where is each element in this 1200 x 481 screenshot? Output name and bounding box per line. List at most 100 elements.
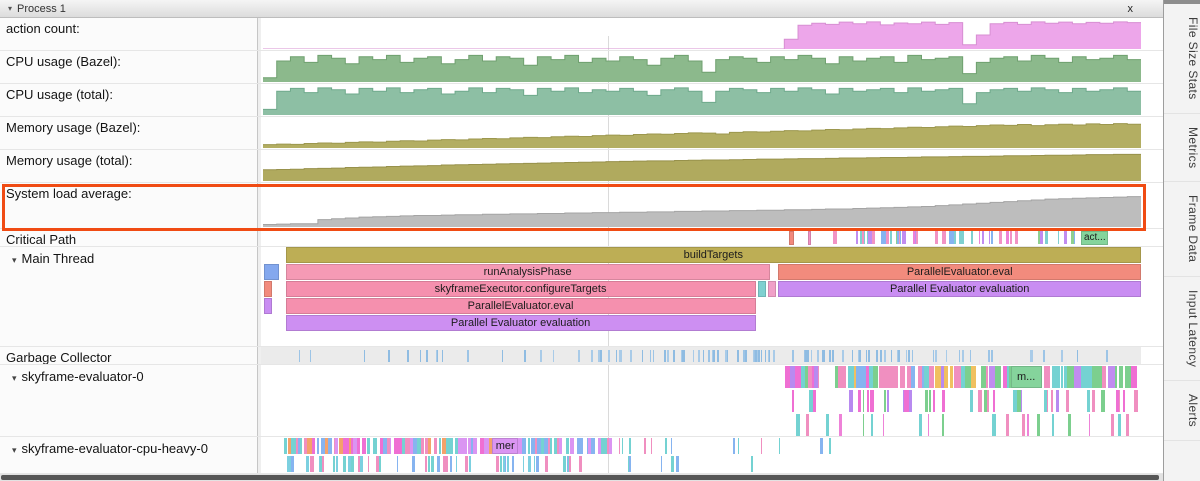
- slice[interactable]: [789, 231, 794, 245]
- trace-tick[interactable]: [607, 438, 610, 454]
- trace-tick[interactable]: [970, 231, 974, 244]
- trace-tick[interactable]: [971, 366, 976, 388]
- slice-parallel-evaluator-evaluation[interactable]: Parallel Evaluator evaluation: [778, 281, 1141, 297]
- trace-tick[interactable]: [342, 438, 345, 454]
- trace-tick[interactable]: [873, 366, 878, 388]
- counter-chart-cpu-bazel[interactable]: [263, 54, 1141, 82]
- trace-tick[interactable]: [563, 456, 567, 472]
- trace-tick[interactable]: [439, 438, 442, 454]
- trace-tick[interactable]: [419, 350, 422, 362]
- trace-tick[interactable]: [1061, 366, 1064, 388]
- trace-tick[interactable]: [293, 438, 296, 454]
- trace-tick[interactable]: [813, 390, 816, 412]
- trace-tick[interactable]: [1046, 390, 1049, 412]
- trace-tick[interactable]: [861, 231, 865, 244]
- trace-tick[interactable]: [726, 350, 729, 362]
- trace-tick[interactable]: [420, 438, 424, 454]
- trace-tick[interactable]: [883, 350, 886, 362]
- trace-tick[interactable]: [853, 366, 856, 388]
- trace-tick[interactable]: [1066, 390, 1070, 412]
- trace-tick[interactable]: [590, 350, 592, 362]
- trace-tick[interactable]: [402, 438, 406, 454]
- trace-tick[interactable]: [1106, 350, 1108, 362]
- trace-tick[interactable]: [895, 231, 898, 244]
- horizontal-scrollbar-thumb[interactable]: [1, 475, 1159, 480]
- trace-tick[interactable]: [917, 366, 922, 388]
- trace-tick[interactable]: [953, 366, 962, 388]
- trace-tick[interactable]: [907, 390, 912, 412]
- evaluator-cpu-heavy-lane-0[interactable]: mer: [261, 437, 1141, 455]
- trace-tick[interactable]: [891, 366, 899, 388]
- trace-tick[interactable]: [932, 390, 936, 412]
- trace-tick[interactable]: [1074, 366, 1081, 388]
- trace-tick[interactable]: [933, 350, 935, 362]
- trace-tick[interactable]: [806, 350, 809, 362]
- tab-file-size-stats[interactable]: File Size Stats: [1164, 4, 1200, 114]
- trace-tick[interactable]: [940, 366, 944, 388]
- trace-tick[interactable]: [829, 350, 831, 362]
- trace-tick[interactable]: [506, 456, 509, 472]
- trace-tick[interactable]: [915, 231, 919, 244]
- trace-tick[interactable]: [833, 231, 837, 244]
- trace-tick[interactable]: [1110, 366, 1115, 388]
- trace-tick[interactable]: [1042, 350, 1045, 362]
- trace-tick[interactable]: [534, 438, 537, 454]
- trace-tick[interactable]: [988, 350, 991, 362]
- trace-tick[interactable]: [792, 350, 794, 362]
- trace-tick[interactable]: [409, 438, 413, 454]
- trace-tick[interactable]: [298, 438, 301, 454]
- trace-tick[interactable]: [962, 350, 964, 362]
- evaluator-0-lane-0[interactable]: m...: [261, 365, 1141, 389]
- trace-tick[interactable]: [778, 438, 781, 454]
- trace-tick[interactable]: [733, 438, 736, 454]
- trace-tick[interactable]: [692, 350, 695, 362]
- trace-tick[interactable]: [952, 231, 957, 244]
- trace-tick[interactable]: [987, 390, 990, 412]
- trace-tick[interactable]: [1051, 390, 1053, 412]
- trace-tick[interactable]: [1071, 231, 1074, 244]
- trace-tick[interactable]: [325, 438, 328, 454]
- trace-tick[interactable]: [1117, 390, 1121, 412]
- trace-tick[interactable]: [537, 438, 541, 454]
- trace-tick[interactable]: [676, 456, 679, 472]
- trace-tick[interactable]: [660, 456, 663, 472]
- trace-tick[interactable]: [1039, 231, 1044, 244]
- trace-tick[interactable]: [437, 456, 441, 472]
- trace-tick[interactable]: [436, 350, 438, 362]
- trace-tick[interactable]: [598, 438, 601, 454]
- trace-tick[interactable]: [540, 438, 544, 454]
- collapse-process-icon[interactable]: ▾: [8, 4, 13, 13]
- trace-tick[interactable]: [362, 438, 367, 454]
- trace-tick[interactable]: [666, 350, 670, 362]
- trace-tick[interactable]: [465, 456, 468, 472]
- trace-tick[interactable]: [755, 350, 757, 362]
- trace-tick[interactable]: [305, 456, 309, 472]
- trace-tick[interactable]: [576, 438, 580, 454]
- trace-tick[interactable]: [629, 438, 631, 454]
- trace-tick[interactable]: [351, 456, 355, 472]
- tab-metrics[interactable]: Metrics: [1164, 114, 1200, 183]
- trace-tick[interactable]: [801, 366, 806, 388]
- trace-tick[interactable]: [1044, 366, 1047, 388]
- slice-mer[interactable]: mer: [492, 438, 518, 454]
- trace-tick[interactable]: [1066, 366, 1075, 388]
- trace-tick[interactable]: [664, 438, 667, 454]
- trace-tick[interactable]: [553, 350, 555, 362]
- trace-tick[interactable]: [817, 350, 820, 362]
- trace-tick[interactable]: [826, 414, 830, 436]
- trace-tick[interactable]: [1002, 366, 1007, 388]
- trace-tick[interactable]: [394, 438, 399, 454]
- trace-tick[interactable]: [307, 438, 312, 454]
- trace-tick[interactable]: [883, 390, 887, 412]
- trace-tick[interactable]: [1006, 366, 1010, 388]
- trace-tick[interactable]: [878, 366, 883, 388]
- trace-tick[interactable]: [1111, 414, 1114, 436]
- trace-tick[interactable]: [986, 366, 989, 388]
- trace-tick[interactable]: [1119, 366, 1123, 388]
- trace-tick[interactable]: [357, 456, 360, 472]
- trace-tick[interactable]: [528, 456, 531, 472]
- close-process-button[interactable]: x: [1127, 2, 1134, 15]
- trace-tick[interactable]: [866, 231, 869, 244]
- trace-tick[interactable]: [1006, 231, 1009, 244]
- trace-tick[interactable]: [758, 350, 760, 362]
